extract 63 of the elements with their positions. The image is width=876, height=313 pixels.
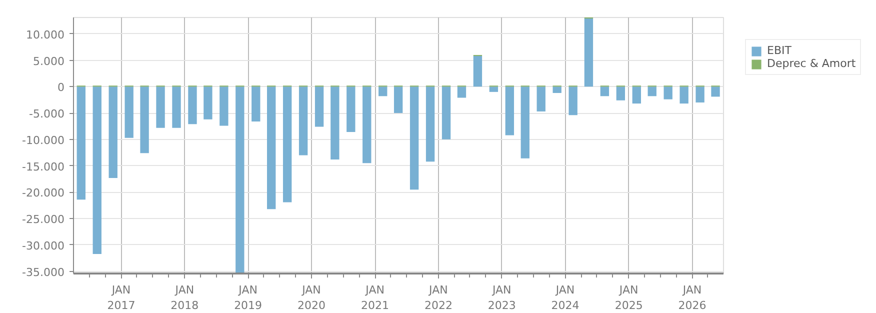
- bar: [346, 86, 356, 132]
- y-tick-label: -15.000: [22, 160, 65, 174]
- bar: [330, 86, 340, 160]
- bar: [473, 56, 482, 87]
- y-tick-label: 0: [58, 81, 64, 94]
- x-tick-label: JAN 2022: [424, 284, 452, 312]
- bar: [252, 86, 260, 122]
- y-tick-label: -25.000: [22, 213, 65, 226]
- bar: [696, 86, 704, 102]
- y-tick-label: -35.000: [22, 266, 65, 279]
- bar: [648, 86, 656, 96]
- bar: [140, 86, 149, 154]
- x-tick-label: JAN 2018: [170, 284, 199, 312]
- bar: [378, 86, 388, 96]
- bar: [442, 86, 451, 140]
- y-tick-label: -5.000: [29, 108, 65, 121]
- bar: [426, 86, 435, 162]
- legend-label: Deprec & Amort: [767, 57, 856, 70]
- bar: [156, 86, 165, 128]
- bar: [92, 86, 102, 254]
- bar: [394, 86, 403, 114]
- legend-label: EBIT: [767, 44, 792, 57]
- bar: [282, 86, 292, 202]
- bar: [711, 86, 720, 97]
- bar: [298, 86, 308, 156]
- bar: [220, 86, 228, 126]
- bar: [76, 86, 86, 200]
- bar: [108, 86, 118, 178]
- x-tick-label: JAN 2020: [297, 284, 326, 312]
- x-tick-label: JAN 2021: [361, 284, 390, 312]
- bar: [124, 86, 134, 138]
- y-tick-label: -10.000: [22, 134, 65, 147]
- bar: [584, 18, 594, 87]
- bar: [520, 86, 530, 158]
- x-tick-label: JAN 2017: [107, 284, 136, 312]
- bar: [410, 86, 419, 190]
- bar: [314, 86, 324, 127]
- y-tick-label: 5.000: [33, 54, 65, 68]
- bar: [552, 86, 562, 93]
- y-tick-label: 10.000: [26, 28, 65, 42]
- bar: [616, 86, 626, 100]
- x-tick-label: JAN 2023: [488, 284, 516, 312]
- bar: [362, 86, 372, 164]
- bar: [267, 86, 276, 210]
- x-tick-label: JAN 2026: [678, 284, 706, 312]
- bar: [600, 86, 610, 96]
- y-tick-label: -30.000: [22, 239, 65, 252]
- bar: [664, 86, 672, 100]
- bar: [236, 86, 244, 274]
- bar: [680, 86, 688, 104]
- bar: [172, 86, 181, 128]
- x-tick-label: JAN 2024: [551, 284, 580, 312]
- x-tick-label: JAN 2025: [614, 284, 643, 312]
- x-tick-label: JAN 2019: [234, 284, 262, 312]
- bar: [457, 86, 466, 98]
- bar: [188, 86, 197, 124]
- bar: [505, 86, 514, 136]
- y-tick-label: -20.000: [22, 186, 65, 200]
- bar: [632, 86, 641, 104]
- bar: [489, 86, 498, 92]
- bar: [568, 86, 578, 116]
- bar: [536, 86, 546, 112]
- bar: [204, 86, 212, 120]
